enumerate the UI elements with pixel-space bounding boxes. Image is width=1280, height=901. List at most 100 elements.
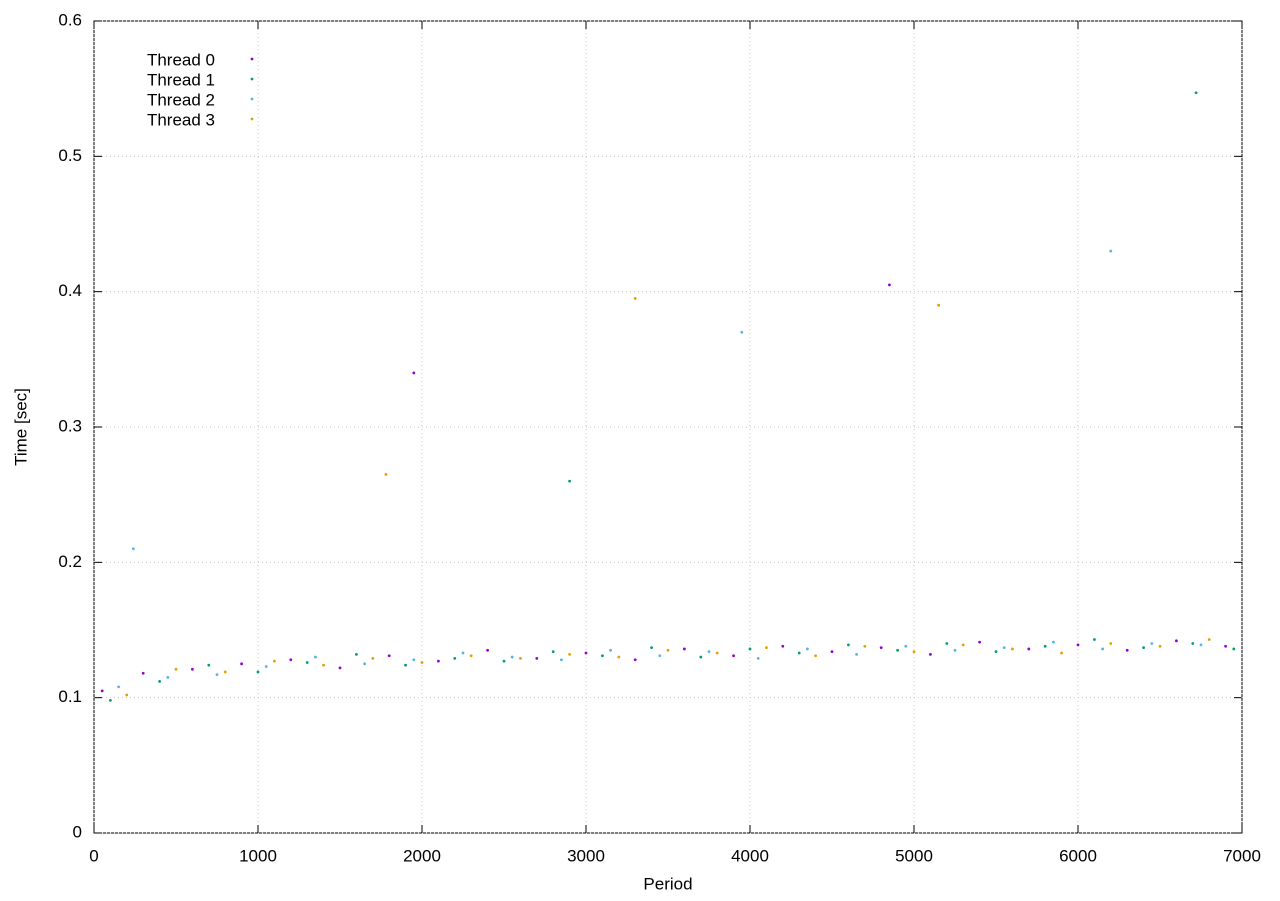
point: [141, 671, 145, 675]
point: [683, 647, 686, 651]
point: [756, 657, 760, 660]
point: [1207, 638, 1211, 641]
point: [1232, 647, 1236, 651]
legend-marker: [250, 77, 254, 81]
point: [904, 644, 908, 648]
point: [1101, 647, 1104, 651]
x-tick-label: 7000: [1223, 846, 1261, 865]
point: [510, 655, 514, 659]
point: [1011, 647, 1014, 651]
point: [1224, 644, 1227, 648]
point: [371, 657, 375, 660]
point: [707, 650, 711, 654]
y-tick-label: 0.5: [58, 146, 82, 165]
point: [125, 693, 129, 697]
x-tick-label: 2000: [403, 846, 441, 865]
point: [461, 651, 465, 655]
point: [830, 650, 834, 654]
legend-marker: [250, 117, 254, 121]
point: [888, 283, 891, 287]
point: [814, 654, 817, 658]
point: [412, 658, 416, 662]
point: [535, 657, 539, 660]
point: [1093, 638, 1096, 641]
point: [937, 303, 940, 307]
x-tick-label: 5000: [895, 846, 933, 865]
point: [1191, 642, 1195, 645]
point: [912, 650, 916, 654]
point: [847, 643, 850, 647]
point: [1060, 651, 1063, 655]
point: [806, 647, 809, 651]
point: [863, 644, 867, 648]
point: [781, 644, 785, 648]
point: [191, 667, 194, 671]
y-tick-label: 0: [73, 822, 82, 841]
point: [223, 670, 227, 674]
point: [215, 673, 219, 677]
legend-marker: [250, 97, 254, 101]
point: [273, 659, 276, 663]
x-tick-label: 3000: [567, 846, 605, 865]
y-axis-label: Time [sec]: [11, 388, 30, 466]
point: [650, 646, 653, 649]
point: [131, 547, 135, 551]
point: [1109, 249, 1113, 253]
point: [109, 698, 112, 702]
point: [289, 658, 293, 662]
legend-label: Thread 1: [147, 70, 215, 89]
point: [609, 648, 612, 652]
point: [617, 655, 621, 659]
point: [437, 659, 440, 663]
point: [1199, 643, 1203, 647]
point: [1043, 644, 1047, 648]
legend-label: Thread 0: [147, 50, 215, 69]
point: [1076, 643, 1080, 647]
point: [412, 371, 416, 375]
point: [314, 655, 317, 659]
point: [100, 689, 104, 693]
point: [658, 654, 662, 658]
point: [305, 661, 309, 664]
point: [117, 685, 120, 689]
point: [420, 661, 424, 664]
point: [896, 648, 899, 652]
legend-label: Thread 2: [147, 90, 215, 109]
point: [855, 652, 858, 656]
point: [1109, 642, 1113, 645]
x-tick-label: 1000: [239, 846, 277, 865]
point: [519, 657, 522, 660]
point: [166, 675, 170, 679]
point: [1027, 647, 1031, 651]
point: [633, 297, 637, 300]
x-tick-label: 0: [89, 846, 98, 865]
point: [584, 651, 588, 655]
point: [404, 663, 407, 667]
point: [879, 646, 883, 649]
point: [363, 662, 366, 666]
point: [666, 648, 670, 652]
point: [1142, 646, 1145, 649]
legend-label: Thread 3: [147, 110, 215, 129]
point: [961, 643, 965, 647]
point: [240, 662, 244, 666]
point: [338, 666, 342, 670]
point: [207, 663, 211, 667]
point: [953, 648, 957, 652]
point: [387, 654, 391, 658]
point: [699, 655, 703, 659]
point: [256, 670, 260, 674]
y-tick-label: 0.3: [58, 416, 82, 435]
point: [633, 658, 637, 662]
legend-marker: [250, 57, 254, 61]
point: [322, 663, 325, 667]
point: [486, 648, 489, 652]
point: [1002, 646, 1006, 649]
point: [929, 652, 932, 656]
point: [740, 330, 744, 334]
point: [732, 654, 735, 658]
point: [568, 479, 571, 483]
y-tick-label: 0.4: [58, 281, 82, 300]
